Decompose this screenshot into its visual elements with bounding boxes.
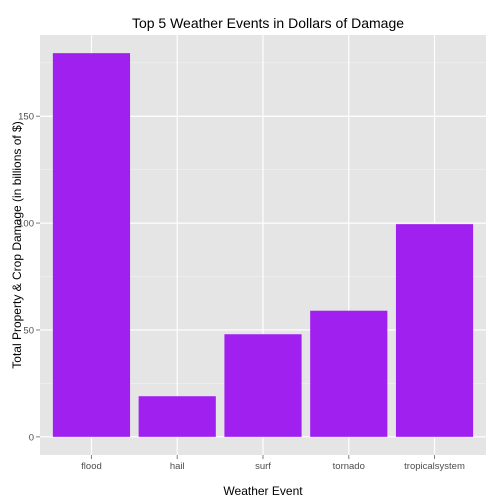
bars [52,53,474,437]
bar-surf [224,334,302,437]
x-tick-label: hail [170,461,185,472]
x-axis-title: Weather Event [223,484,303,498]
y-axis-title: Total Property & Crop Damage (in billion… [10,121,24,368]
x-tick-label: tornado [333,461,365,472]
chart-title: Top 5 Weather Events in Dollars of Damag… [132,15,404,31]
y-tick-label: 0 [29,432,34,443]
bar-tornado [310,310,388,437]
x-axis-ticks: flood hail surf tornado tropicalsystem [81,455,465,472]
bar-hail [138,396,216,437]
y-tick-label: 100 [18,219,34,230]
bar-tropicalsystem [395,224,474,437]
y-tick-label: 50 [23,325,34,336]
y-tick-label: 150 [18,112,34,123]
x-tick-label: surf [255,461,271,472]
bar-flood [52,53,131,437]
x-tick-label: flood [81,461,102,472]
y-axis-ticks: 0 50 100 150 [18,112,40,443]
x-tick-label: tropicalsystem [404,461,465,472]
